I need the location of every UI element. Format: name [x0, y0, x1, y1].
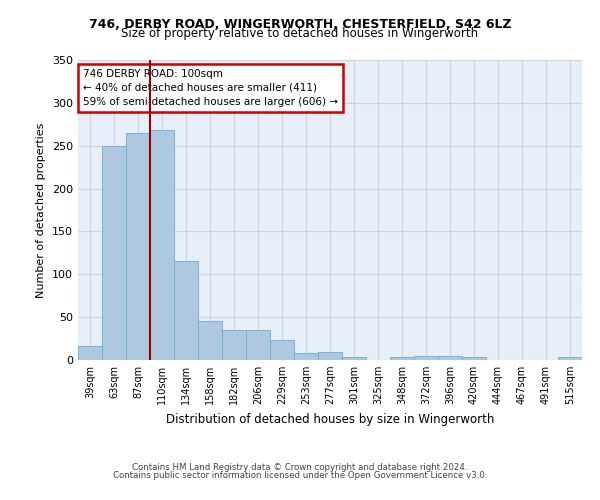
X-axis label: Distribution of detached houses by size in Wingerworth: Distribution of detached houses by size … — [166, 412, 494, 426]
Text: Contains public sector information licensed under the Open Government Licence v3: Contains public sector information licen… — [113, 471, 487, 480]
Bar — [342, 358, 366, 360]
Bar — [102, 146, 126, 360]
Bar — [462, 358, 486, 360]
Bar — [126, 133, 150, 360]
Bar — [558, 358, 582, 360]
Bar — [438, 356, 462, 360]
Y-axis label: Number of detached properties: Number of detached properties — [37, 122, 46, 298]
Text: 746, DERBY ROAD, WINGERWORTH, CHESTERFIELD, S42 6LZ: 746, DERBY ROAD, WINGERWORTH, CHESTERFIE… — [89, 18, 511, 30]
Bar — [78, 346, 102, 360]
Bar — [390, 356, 414, 360]
Bar — [222, 330, 246, 360]
Bar — [318, 352, 342, 360]
Text: Contains HM Land Registry data © Crown copyright and database right 2024.: Contains HM Land Registry data © Crown c… — [132, 464, 468, 472]
Bar — [174, 260, 198, 360]
Bar — [150, 130, 174, 360]
Bar — [414, 356, 438, 360]
Bar — [270, 340, 294, 360]
Text: 746 DERBY ROAD: 100sqm
← 40% of detached houses are smaller (411)
59% of semi-de: 746 DERBY ROAD: 100sqm ← 40% of detached… — [83, 69, 338, 107]
Bar — [198, 322, 222, 360]
Text: Size of property relative to detached houses in Wingerworth: Size of property relative to detached ho… — [121, 28, 479, 40]
Bar — [246, 330, 270, 360]
Bar — [294, 353, 318, 360]
